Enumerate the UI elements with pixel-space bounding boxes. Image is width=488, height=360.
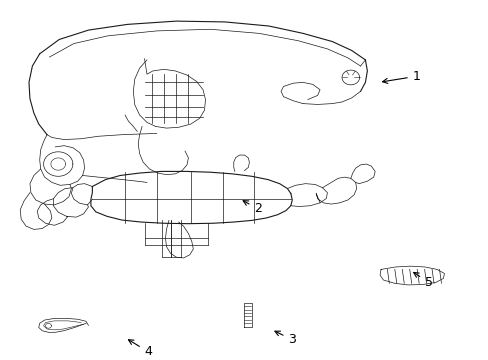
Text: 4: 4 — [128, 340, 152, 359]
Text: 2: 2 — [243, 201, 262, 216]
Text: 5: 5 — [413, 273, 432, 289]
Text: 1: 1 — [382, 70, 420, 84]
Text: 3: 3 — [274, 331, 296, 346]
